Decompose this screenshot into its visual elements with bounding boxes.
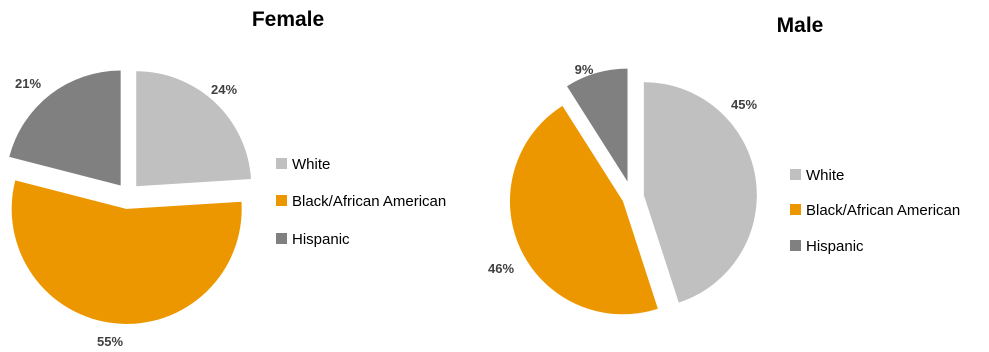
female-slice-hispanic <box>9 70 121 186</box>
male-data-label-hispanic: 9% <box>575 62 594 77</box>
female-legend-swatch-white <box>276 158 287 169</box>
female-data-label-black: 55% <box>97 334 123 349</box>
female-legend-label-white: White <box>292 156 330 173</box>
male-slice-black <box>509 105 658 315</box>
female-legend-item-black: Black/African American <box>276 193 446 210</box>
female-chart: Female 24% 55% 21% White Black/African Ame… <box>9 8 446 349</box>
male-legend-swatch-white <box>790 169 801 180</box>
female-slice-black <box>11 180 242 324</box>
male-chart: Male 45% 46% 9% White Black/African Americ… <box>488 14 960 315</box>
female-legend-swatch-hispanic <box>276 233 287 244</box>
female-data-label-hispanic: 21% <box>15 76 41 91</box>
male-legend-swatch-black <box>790 204 801 215</box>
male-legend: White Black/African American Hispanic <box>790 167 960 255</box>
female-legend-label-hispanic: Hispanic <box>292 231 350 248</box>
female-pie: 24% 55% 21% <box>9 70 251 349</box>
male-legend-swatch-hispanic <box>790 240 801 251</box>
male-legend-label-hispanic: Hispanic <box>806 238 864 255</box>
male-legend-label-black: Black/African American <box>806 202 960 219</box>
female-legend-label-black: Black/African American <box>292 193 446 210</box>
male-data-label-white: 45% <box>731 97 757 112</box>
male-pie: 45% 46% 9% <box>488 62 757 315</box>
female-chart-title: Female <box>252 8 324 31</box>
male-data-label-black: 46% <box>488 261 514 276</box>
male-slice-white <box>643 82 757 303</box>
female-legend-swatch-black <box>276 195 287 206</box>
female-slice-white <box>136 71 251 187</box>
male-legend-item-black: Black/African American <box>790 202 960 219</box>
male-slice-hispanic <box>566 68 628 182</box>
male-legend-label-white: White <box>806 167 844 184</box>
male-legend-item-hispanic: Hispanic <box>790 238 864 255</box>
female-legend: White Black/African American Hispanic <box>276 156 446 248</box>
female-legend-item-hispanic: Hispanic <box>276 231 350 248</box>
male-chart-title: Male <box>777 14 824 37</box>
female-legend-item-white: White <box>276 156 330 173</box>
female-data-label-white: 24% <box>211 82 237 97</box>
male-legend-item-white: White <box>790 167 844 184</box>
